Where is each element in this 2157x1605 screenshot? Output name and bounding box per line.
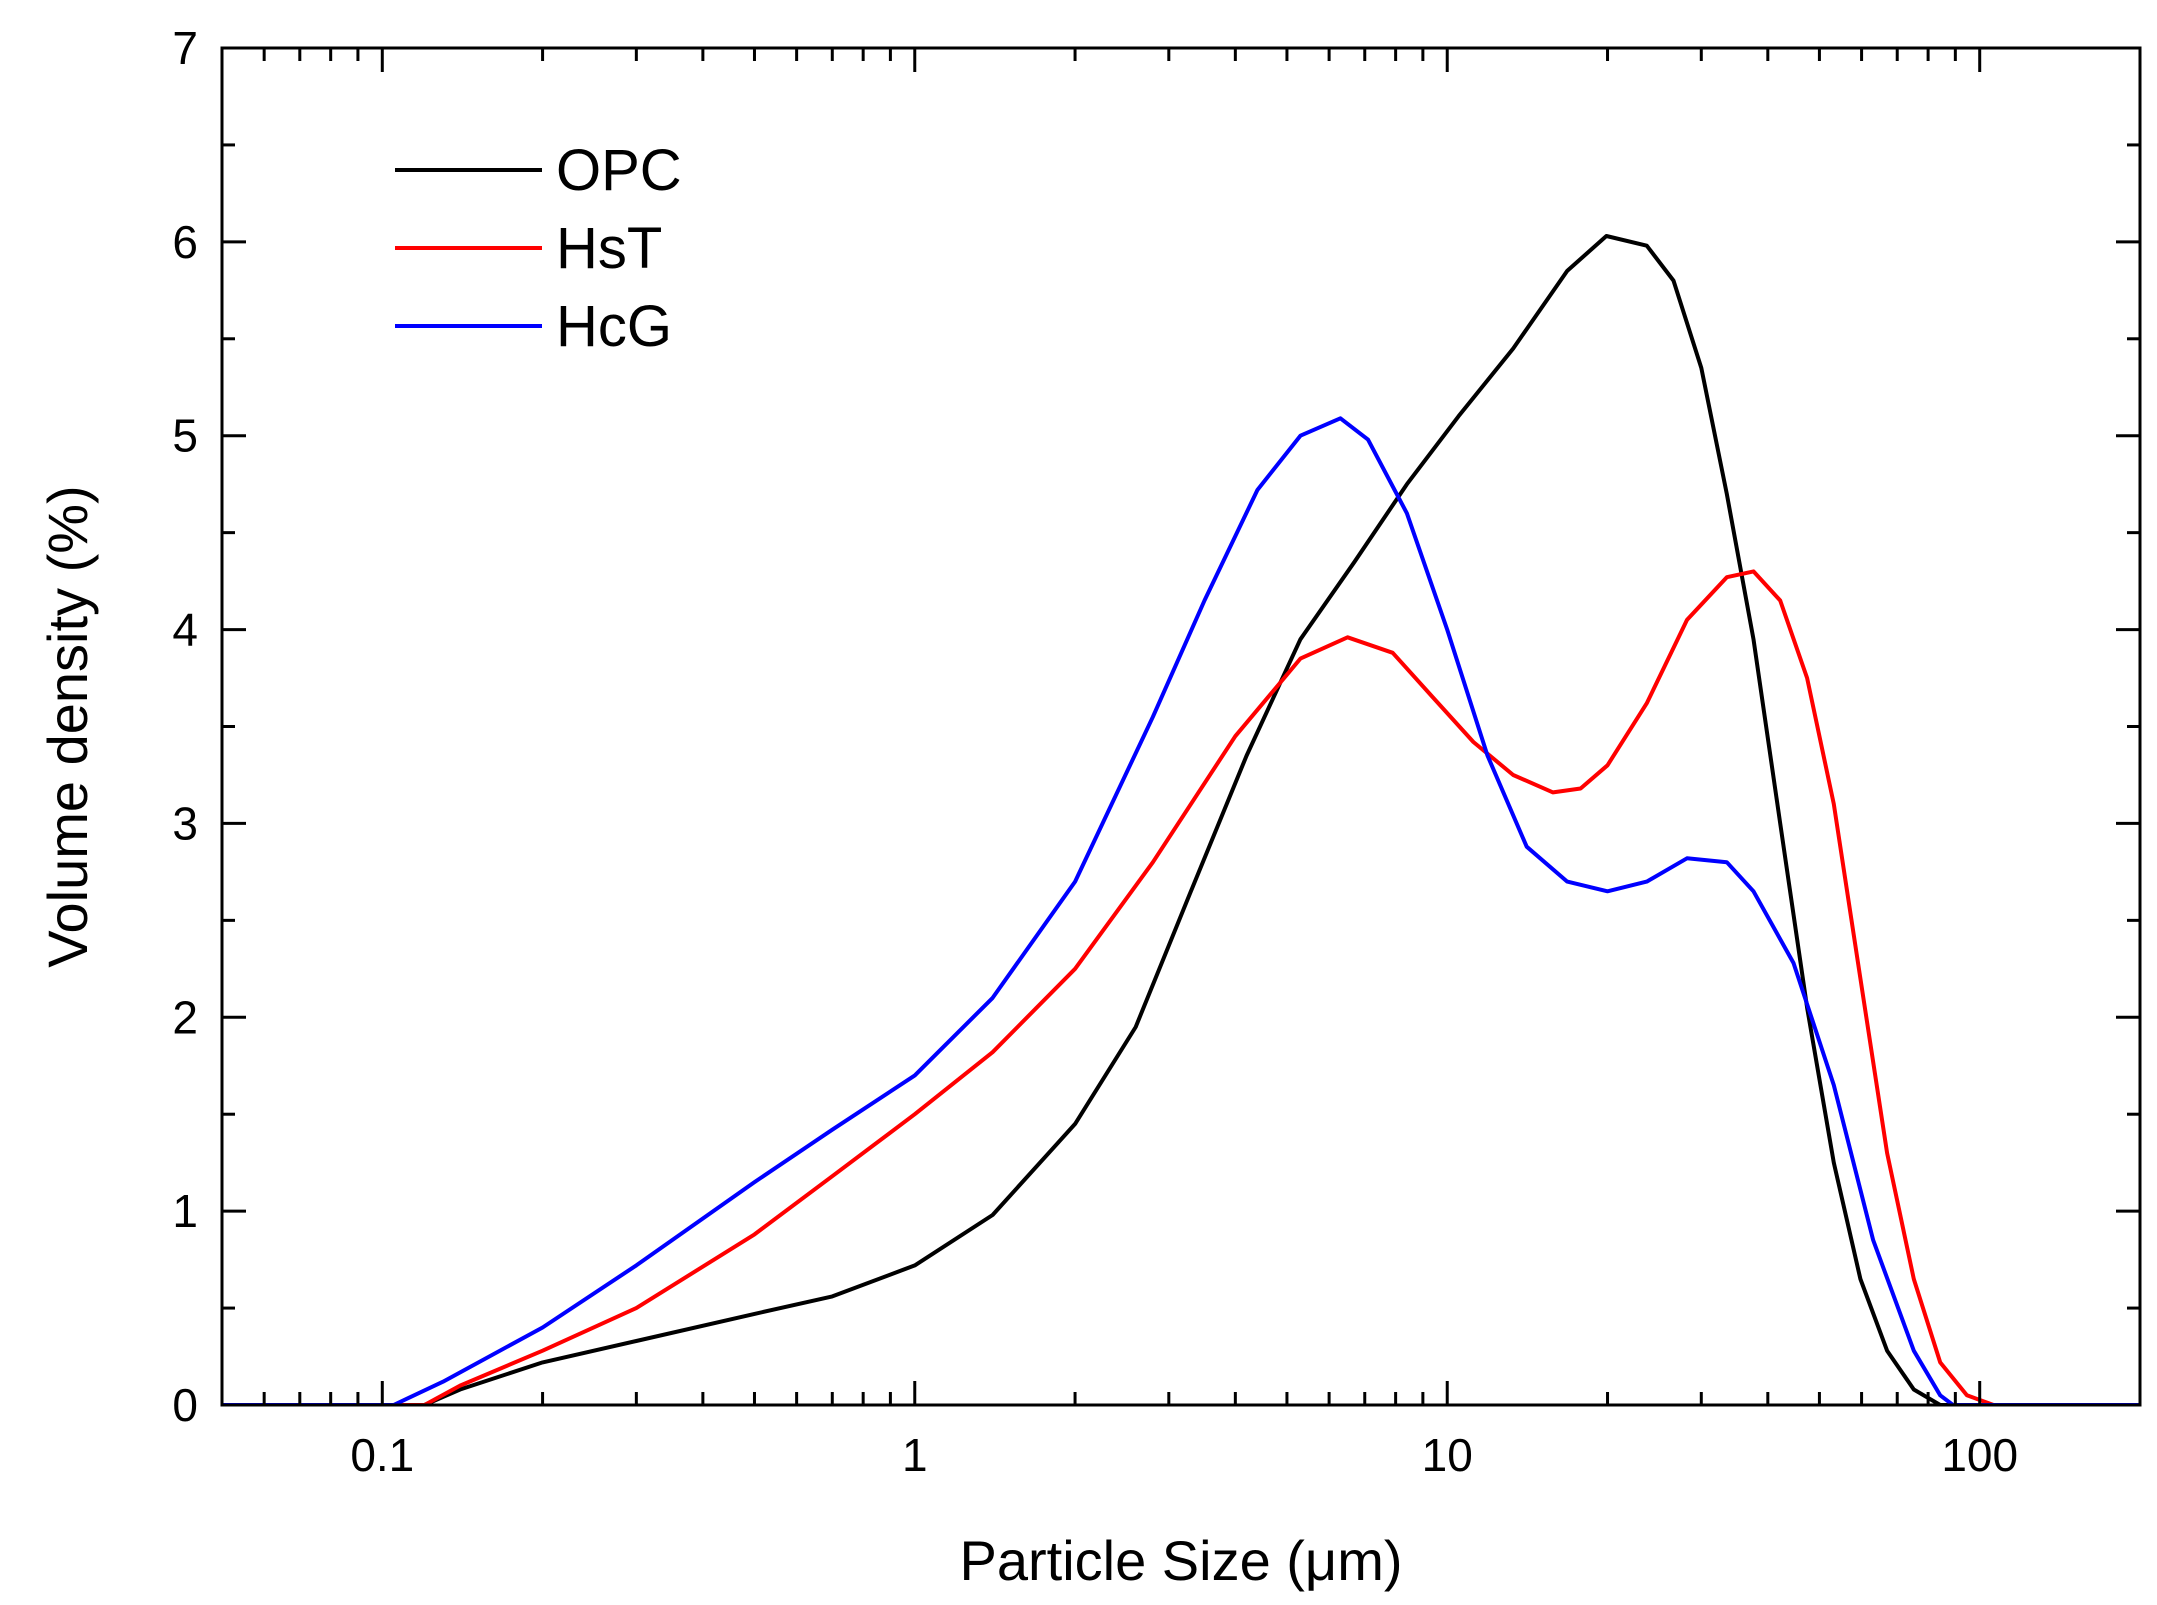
x-tick-label: 1 (902, 1429, 928, 1481)
y-tick-label: 4 (172, 604, 198, 656)
y-tick-label: 7 (172, 22, 198, 74)
series-line-hst (222, 569, 2140, 1405)
x-tick-label: 100 (1941, 1429, 2018, 1481)
y-tick-label: 2 (172, 991, 198, 1043)
legend-label-hst: HsT (556, 216, 662, 281)
y-axis-ticks (222, 46, 2140, 1407)
x-tick-label: 10 (1422, 1429, 1473, 1481)
y-tick-label: 5 (172, 410, 198, 462)
y-tick-label: 1 (172, 1185, 198, 1237)
y-tick-label: 0 (172, 1379, 198, 1431)
x-axis-title: Particle Size (μm) (960, 1529, 1403, 1592)
y-tick-label: 3 (172, 797, 198, 849)
x-tick-label: 0.1 (350, 1429, 414, 1481)
y-tick-label: 6 (172, 216, 198, 268)
series-line-opc (222, 234, 2140, 1405)
x-axis-tick-labels: 0.1 1 10 100 (350, 1429, 2018, 1481)
plot-frame (220, 46, 2142, 1407)
series-line-hcg (222, 416, 2140, 1405)
legend: OPC HsT HcG (395, 138, 682, 359)
series-layer (222, 234, 2140, 1405)
legend-label-opc: OPC (556, 138, 682, 203)
x-axis-ticks (220, 48, 2142, 1405)
y-axis-title: Volume density (%) (36, 485, 99, 967)
legend-label-hcg: HcG (556, 294, 672, 359)
y-axis-tick-labels: 0 1 2 3 4 5 6 7 (172, 22, 198, 1431)
